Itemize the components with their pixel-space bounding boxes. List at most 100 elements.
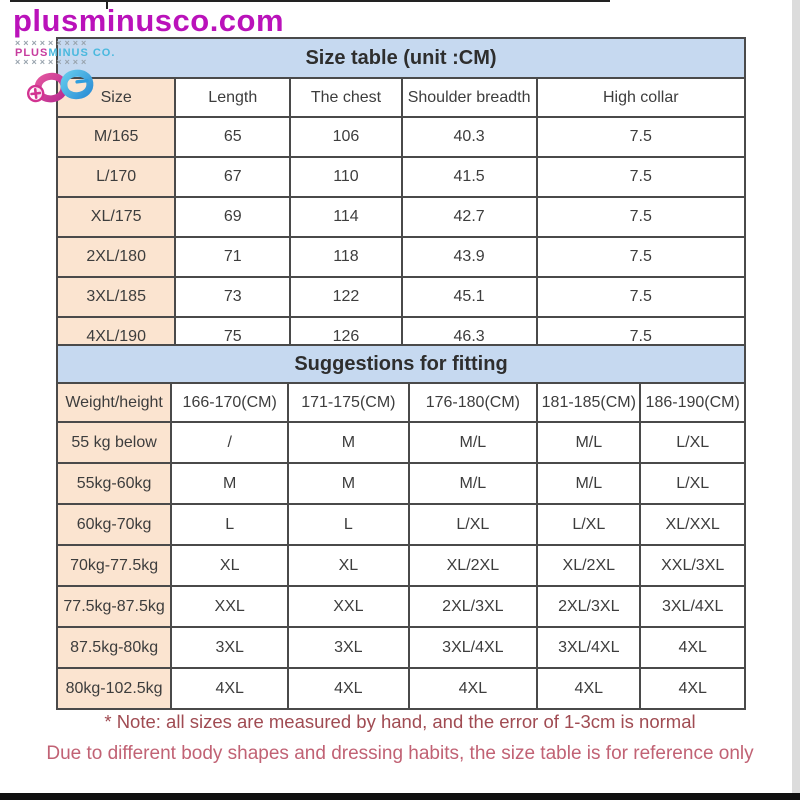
- table-row: 60kg-70kg L L L/XL L/XL XL/XXL: [55, 503, 746, 546]
- table-cell: /: [170, 421, 290, 464]
- fitting-table: Suggestions for fitting Weight/height 16…: [55, 344, 746, 710]
- table-cell: L/XL: [536, 503, 642, 546]
- table-cell: 3XL: [170, 626, 290, 669]
- table-cell: L/XL: [639, 421, 746, 464]
- photo-right-edge: [792, 0, 800, 800]
- table-cell: 4XL: [536, 667, 642, 710]
- table-cell: 4XL: [639, 626, 746, 669]
- table-cell: 106: [289, 116, 403, 158]
- size-label-cell: M/165: [55, 116, 177, 158]
- brand-minus-text: MINUS CO.: [48, 47, 116, 59]
- table-cell: XL/XXL: [639, 503, 746, 546]
- size-label-cell: 3XL/185: [55, 276, 177, 318]
- column-header: Length: [174, 77, 292, 118]
- watermark-x-row-bottom: ×××××××××: [15, 57, 90, 67]
- table-row: M/165 65 106 40.3 7.5: [55, 116, 747, 158]
- note-line-2: Due to different body shapes and dressin…: [46, 743, 754, 764]
- watermark-x-row-top: ×××××××××: [15, 38, 90, 48]
- size-label-cell: XL/175: [55, 196, 177, 238]
- photo-top-edge: [10, 0, 610, 2]
- column-header: 186-190(CM): [639, 382, 746, 423]
- table-cell: 4XL: [170, 667, 290, 710]
- table-cell: 3XL/4XL: [639, 585, 746, 628]
- weight-label-cell: 87.5kg-80kg: [55, 626, 173, 669]
- table-cell: 65: [174, 116, 292, 158]
- weight-label-cell: 80kg-102.5kg: [55, 667, 173, 710]
- fitting-table-header-row: Weight/height 166-170(CM) 171-175(CM) 17…: [55, 382, 746, 423]
- table-cell: M/L: [407, 421, 539, 464]
- table-cell: 3XL/4XL: [536, 626, 642, 669]
- photo-bottom-edge: [0, 793, 800, 800]
- fitting-table-title: Suggestions for fitting: [56, 344, 746, 384]
- table-cell: 3XL: [287, 626, 410, 669]
- size-table-section: Size table (unit :CM) Size Length The ch…: [55, 37, 747, 358]
- table-cell: XL/2XL: [407, 544, 539, 587]
- column-header: 171-175(CM): [287, 382, 410, 423]
- column-header: The chest: [289, 77, 403, 118]
- table-cell: 4XL: [639, 667, 746, 710]
- table-cell: M/L: [407, 462, 539, 505]
- table-cell: 2XL/3XL: [407, 585, 539, 628]
- table-row: XL/175 69 114 42.7 7.5: [55, 196, 747, 238]
- table-cell: M: [287, 421, 410, 464]
- size-table-title-row: Size table (unit :CM): [56, 37, 746, 79]
- table-cell: L/XL: [639, 462, 746, 505]
- table-row: 55kg-60kg M M M/L M/L L/XL: [55, 462, 746, 505]
- table-cell: 4XL: [287, 667, 410, 710]
- size-table-header-row: Size Length The chest Shoulder breadth H…: [55, 77, 747, 118]
- logo-right-loop: [60, 69, 94, 100]
- table-cell: 40.3: [400, 116, 538, 158]
- site-url-text: plusminusco.com: [13, 3, 285, 38]
- table-cell: 71: [174, 236, 292, 278]
- table-cell: M/L: [536, 421, 642, 464]
- column-header: Weight/height: [55, 382, 173, 423]
- column-header: Shoulder breadth: [400, 77, 538, 118]
- weight-label-cell: 55kg-60kg: [55, 462, 173, 505]
- table-cell: XXL: [287, 585, 410, 628]
- table-row: 87.5kg-80kg 3XL 3XL 3XL/4XL 3XL/4XL 4XL: [55, 626, 746, 669]
- weight-label-cell: 55 kg below: [55, 421, 173, 464]
- table-cell: 110: [289, 156, 403, 198]
- table-cell: 2XL/3XL: [536, 585, 642, 628]
- table-cell: M: [287, 462, 410, 505]
- table-cell: XXL/3XL: [639, 544, 746, 587]
- column-header: High collar: [535, 77, 747, 118]
- table-row: 77.5kg-87.5kg XXL XXL 2XL/3XL 2XL/3XL 3X…: [55, 585, 746, 628]
- table-cell: 122: [289, 276, 403, 318]
- weight-label-cell: 70kg-77.5kg: [55, 544, 173, 587]
- size-label-cell: 2XL/180: [55, 236, 177, 278]
- table-cell: 45.1: [400, 276, 538, 318]
- fitting-table-title-row: Suggestions for fitting: [56, 344, 746, 384]
- table-cell: 73: [174, 276, 292, 318]
- table-cell: 41.5: [400, 156, 538, 198]
- photo-top-tick: [106, 0, 108, 9]
- column-header: 181-185(CM): [536, 382, 642, 423]
- table-cell: 69: [174, 196, 292, 238]
- table-cell: 42.7: [400, 196, 538, 238]
- table-cell: L/XL: [407, 503, 539, 546]
- table-cell: 67: [174, 156, 292, 198]
- table-row: L/170 67 110 41.5 7.5: [55, 156, 747, 198]
- table-cell: 114: [289, 196, 403, 238]
- size-table: Size table (unit :CM) Size Length The ch…: [55, 37, 747, 358]
- weight-label-cell: 77.5kg-87.5kg: [55, 585, 173, 628]
- table-cell: 118: [289, 236, 403, 278]
- plus-icon: [27, 84, 45, 103]
- weight-label-cell: 60kg-70kg: [55, 503, 173, 546]
- brand-plus-text: PLUS: [15, 47, 49, 59]
- table-cell: 4XL: [407, 667, 539, 710]
- table-cell: L: [170, 503, 290, 546]
- table-row: 55 kg below / M M/L M/L L/XL: [55, 421, 746, 464]
- table-cell: 7.5: [535, 236, 747, 278]
- table-row: 3XL/185 73 122 45.1 7.5: [55, 276, 747, 318]
- table-cell: XL/2XL: [536, 544, 642, 587]
- minus-icon: [75, 78, 89, 84]
- table-cell: M/L: [536, 462, 642, 505]
- watermark-brand-text: PLUSMINUS CO.: [15, 47, 115, 59]
- table-row: 80kg-102.5kg 4XL 4XL 4XL 4XL 4XL: [55, 667, 746, 710]
- table-cell: XL: [287, 544, 410, 587]
- table-cell: 7.5: [535, 196, 747, 238]
- table-cell: M: [170, 462, 290, 505]
- table-cell: L: [287, 503, 410, 546]
- note-line-1: * Note: all sizes are measured by hand, …: [104, 711, 696, 732]
